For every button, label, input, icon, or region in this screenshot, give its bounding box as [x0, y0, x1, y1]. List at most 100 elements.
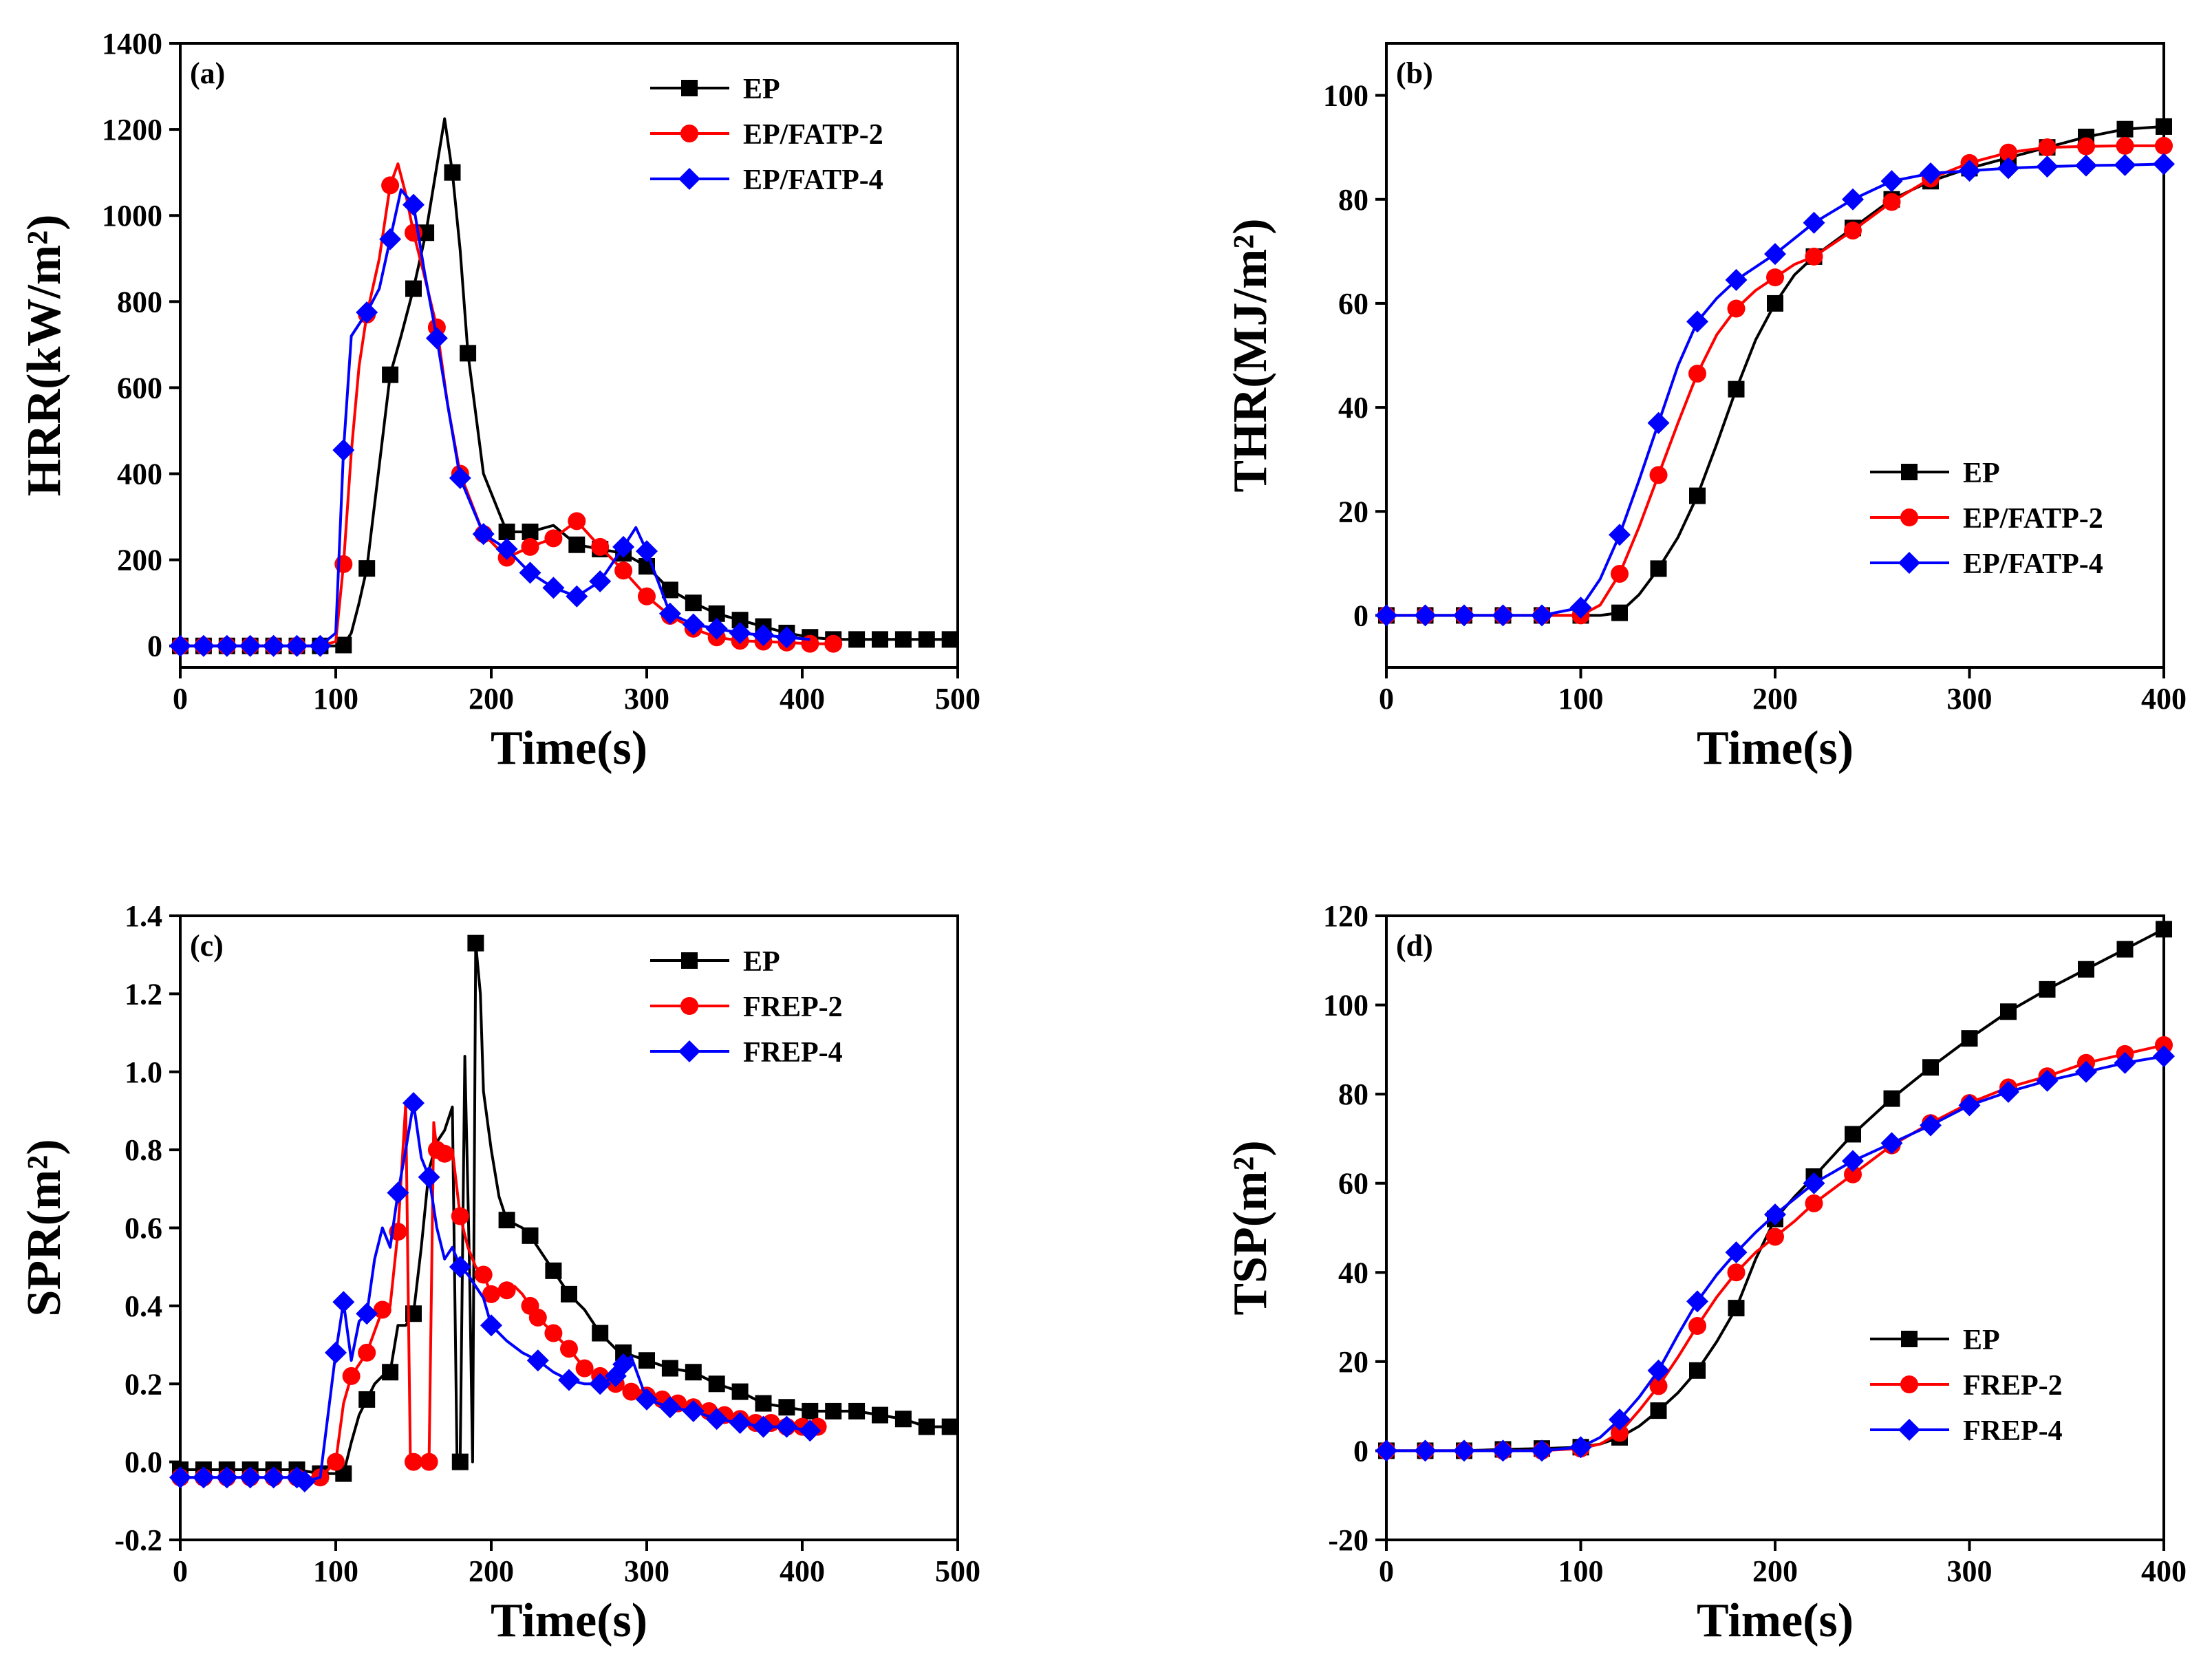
- x-tick-label: 200: [469, 682, 514, 716]
- plot-frame: [179, 42, 959, 669]
- data-point: [824, 634, 843, 653]
- x-tick-label: 100: [1558, 1554, 1604, 1588]
- data-point: [1727, 299, 1746, 318]
- data-point: [589, 570, 612, 592]
- y-tick-label: 40: [1338, 391, 1368, 425]
- panel-label: (b): [1396, 56, 1433, 90]
- data-point: [358, 560, 376, 577]
- y-tick-label: 0.4: [125, 1289, 162, 1323]
- data-point: [239, 1466, 261, 1489]
- data-point: [1803, 211, 1825, 234]
- x-tick-label: 400: [780, 1554, 825, 1588]
- data-point: [1611, 1424, 1629, 1442]
- data-point: [449, 1256, 471, 1278]
- data-point: [1650, 1402, 1667, 1419]
- x-tick-label: 100: [313, 682, 358, 716]
- data-point: [2078, 961, 2094, 978]
- y-tick-label: 1200: [102, 113, 162, 147]
- panel-label: (d): [1396, 929, 1433, 963]
- data-point: [612, 1353, 635, 1375]
- data-point: [658, 602, 681, 625]
- data-point: [373, 1300, 391, 1319]
- legend-marker: [1901, 1331, 1918, 1347]
- data-point: [1803, 1172, 1825, 1194]
- x-tick-label: 300: [624, 682, 669, 716]
- data-point: [705, 1408, 728, 1430]
- data-point: [325, 1341, 347, 1364]
- data-point: [752, 624, 775, 647]
- data-point: [614, 561, 633, 580]
- data-point: [1842, 188, 1864, 211]
- legend-marker: [1901, 464, 1918, 480]
- data-point: [497, 1281, 516, 1300]
- series-frep-2: [171, 1102, 827, 1487]
- legend-label: EP/FATP-2: [1963, 503, 2103, 535]
- data-point: [848, 631, 866, 648]
- data-point: [2155, 136, 2173, 155]
- data-point: [1997, 157, 2019, 180]
- data-point: [1842, 1150, 1864, 1172]
- x-tick-label: 500: [935, 1554, 980, 1588]
- legend-label: FREP-4: [1963, 1415, 2063, 1447]
- data-point: [622, 1382, 641, 1401]
- data-point: [799, 1419, 822, 1442]
- data-point: [568, 536, 586, 553]
- x-tick-label: 300: [1947, 1554, 1993, 1588]
- y-tick-label: 100: [1323, 989, 1368, 1022]
- data-point: [1689, 487, 1706, 504]
- data-point: [568, 512, 586, 530]
- data-point: [332, 1291, 355, 1314]
- data-point: [332, 439, 355, 462]
- y-tick-label: 1000: [102, 199, 162, 233]
- y-tick-label: 60: [1338, 287, 1368, 321]
- x-tick-label: 400: [2141, 682, 2187, 716]
- data-point: [528, 1308, 547, 1327]
- y-tick-label: 20: [1338, 1345, 1368, 1379]
- x-axis-title: Time(s): [1697, 1594, 1854, 1647]
- data-point: [941, 631, 958, 648]
- data-point: [215, 634, 238, 657]
- data-point: [1727, 1263, 1746, 1282]
- data-point: [451, 1453, 469, 1470]
- series-ep: [172, 117, 958, 654]
- data-point: [1611, 564, 1629, 583]
- data-point: [498, 523, 515, 540]
- chart-panel-b: 0 100 200 300 400 0 20 40 60 80 100 Time(s) THR(MJ/m…: [1224, 42, 2187, 775]
- chart-panel-c: 0 100 200 300 400 500 -0.2 0.0 0.2 0.4 0.6 0.8 1.0 1.…: [18, 899, 980, 1647]
- data-point: [1920, 1114, 1942, 1137]
- data-point: [1609, 1408, 1631, 1431]
- legend-label: FREP-4: [743, 1037, 843, 1069]
- data-point: [636, 540, 658, 563]
- data-point: [729, 1411, 751, 1434]
- data-point: [636, 1388, 658, 1411]
- data-point: [262, 1466, 285, 1489]
- data-point: [381, 176, 400, 195]
- data-point: [286, 634, 308, 657]
- y-tick-label: 0.2: [125, 1367, 162, 1401]
- data-point: [566, 585, 588, 608]
- data-point: [1805, 1194, 1823, 1212]
- legend-marker: [681, 80, 698, 96]
- data-point: [872, 1406, 888, 1424]
- legend-marker: [680, 125, 698, 142]
- legend-label: FREP-2: [1963, 1370, 2063, 1402]
- data-point: [1531, 604, 1553, 627]
- data-point: [356, 301, 378, 323]
- data-point: [2000, 1003, 2017, 1020]
- data-point: [1686, 310, 1708, 333]
- y-tick-label: 120: [1323, 899, 1368, 933]
- data-point: [545, 1262, 562, 1279]
- y-tick-label: 0: [1353, 1434, 1368, 1468]
- data-point: [612, 535, 635, 558]
- data-point: [1649, 466, 1668, 484]
- data-point: [775, 626, 798, 649]
- data-point: [1492, 1439, 1514, 1462]
- data-point: [460, 345, 477, 362]
- data-point: [379, 228, 402, 250]
- data-point: [215, 1466, 238, 1489]
- data-point: [467, 934, 484, 952]
- data-point: [342, 1366, 361, 1385]
- legend-label: EP: [1963, 1325, 2000, 1356]
- data-point: [542, 577, 565, 599]
- data-point: [575, 1359, 594, 1378]
